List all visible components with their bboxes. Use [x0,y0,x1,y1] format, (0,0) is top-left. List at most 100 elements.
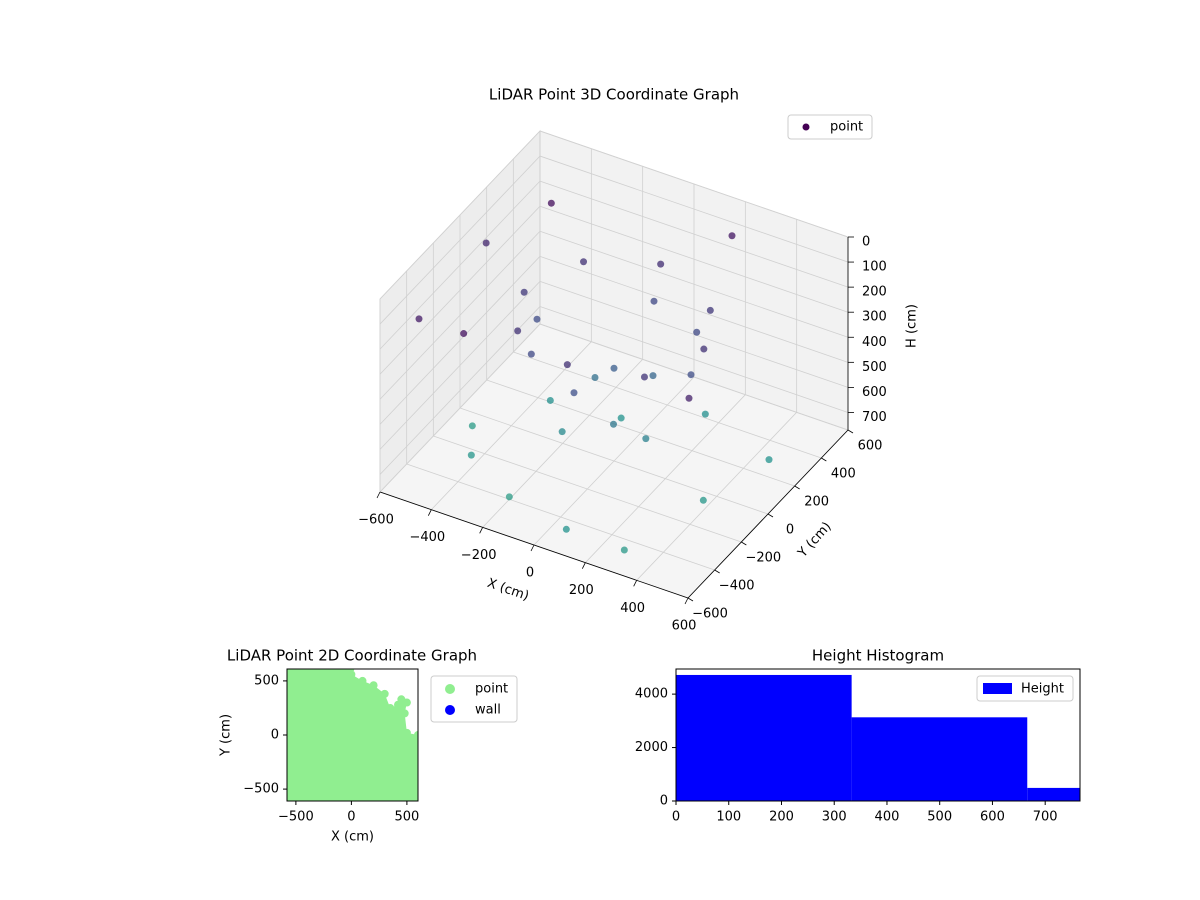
x-tick-label: −400 [409,530,445,545]
tick-mark [847,429,854,434]
x-tick-label: 200 [769,810,794,825]
y-tick-label: 2000 [635,740,668,755]
x-axis-label: X (cm) [485,576,531,604]
axes-frame [675,668,1081,802]
grid-line [539,255,849,363]
points [415,199,773,554]
z-tick-label: 700 [862,410,887,425]
x-tick-label: 500 [394,810,419,825]
point [467,451,475,459]
grid-line [513,351,822,459]
legend-marker [983,683,1012,694]
x-tick-label: −600 [358,513,394,528]
x-tick-label: −200 [461,548,497,563]
legend-marker [445,684,455,694]
x-tick-label: 200 [569,583,594,598]
chart-title: Height Histogram [812,647,944,665]
tick-mark [687,597,694,602]
y-tick-label: −600 [692,607,728,622]
point [414,797,418,801]
point [415,315,423,323]
point [699,496,707,504]
y-tick-label: 500 [254,673,279,688]
y-tick-label: 400 [831,467,856,482]
point [640,373,648,381]
z-axis-label: H (cm) [905,304,920,348]
point [657,260,665,268]
grid-line [379,180,541,350]
point [700,345,708,353]
point [558,428,566,436]
legend-box [976,675,1074,702]
y-tick-label: 0 [786,523,794,538]
point [402,698,411,707]
point [642,435,650,443]
tick-mark [714,569,720,574]
y-tick-label: 0 [271,728,279,743]
grid-line [379,256,541,425]
grid-line [539,130,849,238]
x-tick-label: 400 [620,601,645,616]
grid-line [379,130,541,300]
bar [676,674,852,801]
point [728,232,736,240]
point [650,297,658,305]
y-axis-label: Y (cm) [795,519,835,561]
legend-label: Height [1021,682,1064,697]
tick-mark [581,562,586,569]
x-tick-label: 0 [672,810,680,825]
tick-mark [684,597,689,605]
z-tick-label: 0 [862,235,870,250]
tick-mark [767,513,774,518]
point [514,327,522,335]
chart-title: LiDAR Point 3D Coordinate Graph [489,86,739,104]
y-tick-label: 600 [858,439,883,454]
tick-mark [633,580,638,587]
x-tick-label: 300 [822,810,847,825]
x-tick-label: 500 [927,810,952,825]
x-tick-label: 400 [875,810,900,825]
x-tick-label: 0 [347,810,355,825]
point [287,797,291,801]
grid-line [459,407,769,515]
legend-label: point [830,120,863,135]
point [685,394,693,402]
grid-line [539,323,849,431]
point [347,670,356,679]
point [547,199,555,207]
tick-mark [530,544,535,552]
point [546,396,554,404]
grid-line [539,205,849,313]
point-cloud [287,669,418,801]
bars [676,674,1080,801]
legend-label: wall [475,703,501,718]
grid-line [539,180,849,288]
grid-line [539,155,849,263]
z-tick-label: 600 [862,385,887,400]
z-tick-label: 100 [862,260,887,275]
point [591,373,599,381]
point [527,350,535,358]
grid-line [379,155,541,325]
point [400,709,409,718]
point [414,731,418,739]
axis-line [379,491,689,599]
y-tick-label: 200 [804,495,829,510]
grid-line [379,230,541,400]
point [533,315,541,323]
z-tick-label: 400 [862,335,887,350]
x-tick-label: 600 [980,810,1005,825]
point [610,364,618,372]
x-tick-label: −500 [278,810,314,825]
x-tick-label: 0 [526,566,534,581]
point [765,456,773,464]
point [369,681,378,690]
tick-mark [479,527,484,534]
point [386,703,395,712]
point [287,669,291,673]
point [563,361,571,369]
point [402,728,411,737]
chart-title: LiDAR Point 2D Coordinate Graph [227,647,477,665]
point [460,330,468,338]
